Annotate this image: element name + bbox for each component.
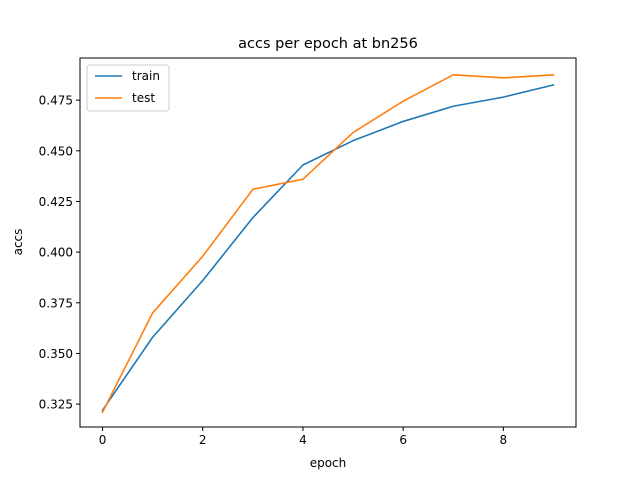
x-tick-label: 4 (299, 433, 307, 447)
series-line-test (101, 73, 555, 414)
y-tick-label: 0.475 (39, 94, 73, 108)
x-axis-label: epoch (310, 456, 347, 470)
series-line-train (101, 83, 555, 412)
plot-area-frame (79, 57, 577, 428)
x-tick-label: 8 (500, 433, 508, 447)
chart-legend: train test (86, 64, 170, 112)
y-tick-label: 0.375 (39, 296, 73, 310)
legend-label-test: test (132, 91, 155, 105)
x-tick-label: 6 (399, 433, 407, 447)
y-axis-ticks: 0.325 0.350 0.375 0.400 0.425 0.450 0.475 (39, 94, 80, 412)
x-tick-label: 0 (99, 433, 107, 447)
x-axis-ticks: 0 2 4 6 8 (99, 427, 507, 447)
y-tick-label: 0.325 (39, 398, 73, 412)
chart-title: accs per epoch at bn256 (238, 36, 418, 52)
y-tick-label: 0.450 (39, 144, 73, 158)
y-tick-label: 0.425 (39, 195, 73, 209)
series-layer (101, 73, 555, 414)
x-tick-label: 2 (199, 433, 207, 447)
y-tick-label: 0.350 (39, 347, 73, 361)
legend-label-train: train (132, 69, 160, 83)
y-tick-label: 0.400 (39, 246, 73, 260)
y-axis-label: accs (11, 229, 25, 256)
